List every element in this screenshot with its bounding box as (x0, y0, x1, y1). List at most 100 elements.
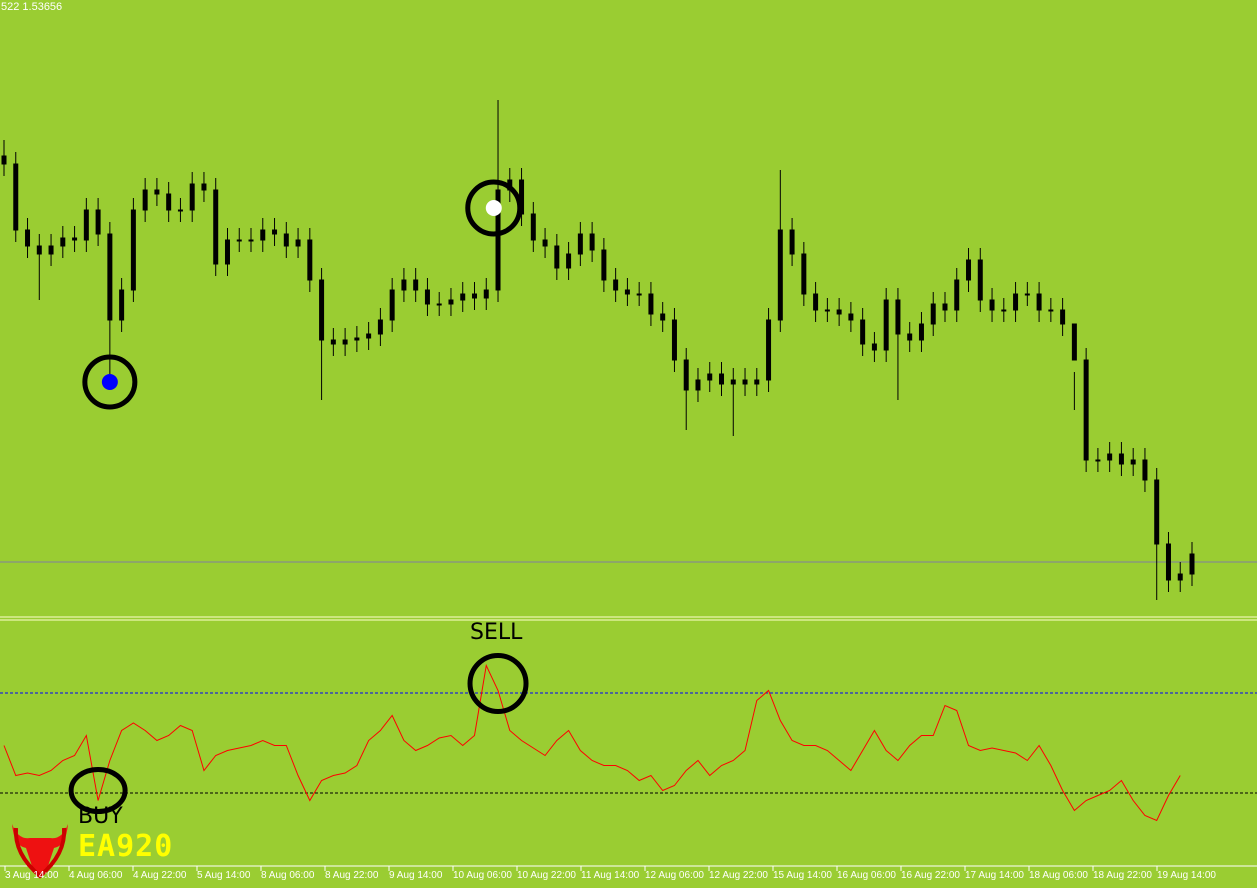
candle-body (60, 237, 66, 247)
candle-body (1036, 293, 1042, 311)
candle-body (542, 239, 548, 247)
candle-body (107, 233, 113, 321)
candle-body (130, 209, 136, 291)
candle-body (224, 239, 230, 265)
candle-body (636, 293, 642, 296)
sell-dot (485, 200, 502, 216)
candle-body (742, 379, 748, 385)
candle-body (1165, 543, 1171, 581)
candle-body (460, 293, 466, 301)
candle-body (189, 183, 195, 211)
candle-body (1001, 309, 1007, 312)
time-axis-label: 18 Aug 06:00 (1029, 870, 1088, 881)
candle-body (1013, 293, 1019, 311)
candle-body (777, 229, 783, 321)
candle-body (1095, 459, 1101, 462)
buy-label: BUY (78, 804, 123, 829)
candle-body (483, 289, 489, 299)
candle-body (907, 333, 913, 341)
candle-body (589, 233, 595, 251)
time-axis-label: 19 Aug 14:00 (1157, 870, 1216, 881)
candle-body (213, 189, 219, 265)
time-axis-label: 17 Aug 14:00 (965, 870, 1024, 881)
candle-body (883, 299, 889, 351)
candle-body (1177, 573, 1183, 581)
candle-body (848, 313, 854, 321)
sell-oscillator-circle (467, 653, 529, 714)
candle-body (471, 293, 477, 299)
time-axis-label: 4 Aug 22:00 (133, 870, 187, 881)
candle-body (824, 309, 830, 312)
candle-body (413, 279, 419, 291)
buy-dot (101, 374, 118, 390)
candle-body (201, 183, 207, 191)
candle-body (766, 319, 772, 381)
candle-body (1142, 459, 1148, 481)
candle-body (307, 239, 313, 281)
time-axis-label: 4 Aug 06:00 (69, 870, 123, 881)
candle-body (177, 209, 183, 212)
candle-body (95, 209, 101, 235)
candle-body (236, 239, 242, 242)
candle-body (918, 323, 924, 341)
candle-body (13, 163, 19, 231)
price-readout: 522 1.53656 (1, 1, 63, 13)
time-axis-label: 12 Aug 22:00 (709, 870, 768, 881)
candle-body (942, 303, 948, 311)
candle-body (142, 189, 148, 211)
candle-body (719, 373, 725, 385)
candle-body (813, 293, 819, 311)
candle-body (295, 239, 301, 247)
candle-body (966, 259, 972, 281)
candle-body (930, 303, 936, 325)
sell-label: SELL (470, 620, 523, 645)
candle-body (342, 339, 348, 345)
candle-body (401, 279, 407, 291)
candle-body (1, 155, 7, 165)
candle-body (1071, 323, 1077, 361)
sell-signal-circle (465, 179, 523, 237)
time-axis-label: 11 Aug 14:00 (581, 870, 640, 881)
oscillator-line (3, 663, 1181, 822)
candle-body (577, 233, 583, 255)
candle-body (801, 253, 807, 295)
candle-body (1118, 453, 1124, 465)
candle-body (695, 379, 701, 391)
candle-body (671, 319, 677, 361)
candle-body (871, 343, 877, 351)
candle-body (48, 245, 54, 255)
time-axis-label: 10 Aug 22:00 (517, 870, 576, 881)
candle-body (683, 359, 689, 391)
candle-body (707, 373, 713, 381)
candle-body (436, 303, 442, 306)
candle-body (648, 293, 654, 315)
candle-body (377, 319, 383, 335)
candle-body (566, 253, 572, 269)
time-axis-label: 16 Aug 06:00 (837, 870, 896, 881)
candle-body (954, 279, 960, 311)
candle-body (36, 245, 42, 255)
candle-body (260, 229, 266, 241)
buy-oscillator-circle (68, 767, 128, 814)
candle-body (72, 237, 78, 241)
candle-body (789, 229, 795, 255)
candle-body (389, 289, 395, 321)
candle-body (495, 189, 501, 291)
candle-body (448, 299, 454, 305)
candle-body (1024, 293, 1030, 296)
candle-body (860, 319, 866, 345)
candle-body (1083, 359, 1089, 461)
candle-body (989, 299, 995, 311)
candle-body (1189, 553, 1195, 575)
candle-body (1154, 479, 1160, 545)
time-axis-label: 9 Aug 14:00 (389, 870, 443, 881)
buy-signal-circle (82, 354, 138, 410)
candle-body (895, 299, 901, 335)
candle-body (1060, 309, 1066, 325)
time-axis-label: 5 Aug 14:00 (197, 870, 251, 881)
candle-body (366, 333, 372, 339)
candle-body (354, 337, 360, 341)
candle-body (554, 245, 560, 269)
time-axis-label: 12 Aug 06:00 (645, 870, 704, 881)
